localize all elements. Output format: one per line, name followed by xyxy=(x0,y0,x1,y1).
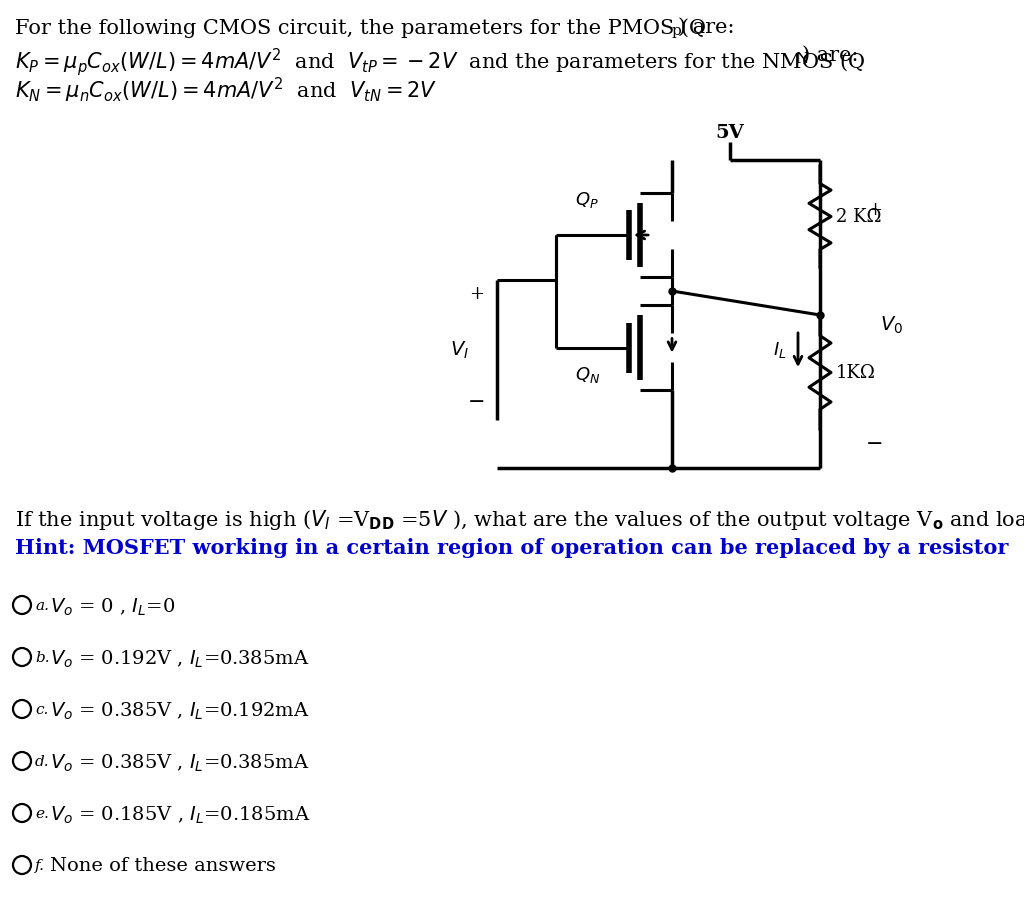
Text: p: p xyxy=(672,24,682,38)
Text: For the following CMOS circuit, the parameters for the PMOS (Q: For the following CMOS circuit, the para… xyxy=(15,18,706,38)
Text: $K_N = \mu_n C_{ox}(W / L) = 4mA / V^2$  and  $V_{tN} = 2V$: $K_N = \mu_n C_{ox}(W / L) = 4mA / V^2$ … xyxy=(15,76,437,105)
Text: ) are:: ) are: xyxy=(678,18,734,37)
Text: e.: e. xyxy=(35,807,49,821)
Text: None of these answers: None of these answers xyxy=(50,857,275,875)
Text: 1KΩ: 1KΩ xyxy=(836,364,876,381)
Text: 5V: 5V xyxy=(716,124,744,142)
Text: $V_0$: $V_0$ xyxy=(880,314,903,335)
Text: Hint: MOSFET working in a certain region of operation can be replaced by a resis: Hint: MOSFET working in a certain region… xyxy=(15,538,1009,558)
Text: 2 KΩ: 2 KΩ xyxy=(836,208,882,225)
Text: $I_L$: $I_L$ xyxy=(773,340,786,360)
Text: $Q_P$: $Q_P$ xyxy=(575,190,599,210)
Text: $V_o$ = 0 , $I_L$=0: $V_o$ = 0 , $I_L$=0 xyxy=(50,597,175,618)
Text: $V_I$: $V_I$ xyxy=(450,339,469,360)
Text: $Q_N$: $Q_N$ xyxy=(575,365,600,385)
Text: +: + xyxy=(867,201,883,219)
Text: N: N xyxy=(795,52,808,66)
Text: $V_o$ = 0.385V , $I_L$=0.385mA: $V_o$ = 0.385V , $I_L$=0.385mA xyxy=(50,753,309,775)
Text: b.: b. xyxy=(35,651,49,665)
Text: c.: c. xyxy=(35,703,48,717)
Text: −: − xyxy=(866,435,884,454)
Text: $V_o$ = 0.385V , $I_L$=0.192mA: $V_o$ = 0.385V , $I_L$=0.192mA xyxy=(50,701,309,722)
Text: $V_o$ = 0.185V , $I_L$=0.185mA: $V_o$ = 0.185V , $I_L$=0.185mA xyxy=(50,805,310,826)
Text: ) are:: ) are: xyxy=(802,46,858,65)
Text: $V_o$ = 0.192V , $I_L$=0.385mA: $V_o$ = 0.192V , $I_L$=0.385mA xyxy=(50,649,309,670)
Text: $K_P = \mu_p C_{ox}(W / L) = 4mA / V^2$  and  $V_{tP} = -2V$  and the parameters: $K_P = \mu_p C_{ox}(W / L) = 4mA / V^2$ … xyxy=(15,46,865,78)
Text: f.: f. xyxy=(35,859,45,873)
Text: +: + xyxy=(469,285,484,303)
Text: −: − xyxy=(468,393,485,412)
Text: a.: a. xyxy=(35,599,49,613)
Text: d.: d. xyxy=(35,755,49,769)
Text: If the input voltage is high ($V_I$ =V$_{\mathbf{DD}}$ =5$V$ ), what are the val: If the input voltage is high ($V_I$ =V$_… xyxy=(15,508,1024,532)
